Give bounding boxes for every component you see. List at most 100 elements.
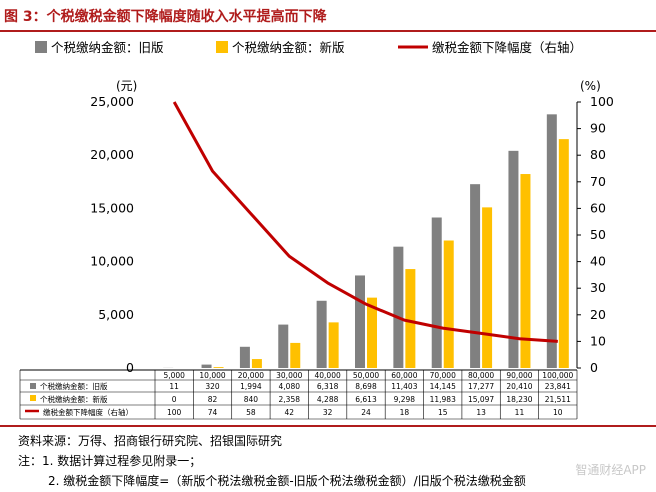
note-2: 2. 缴税金额下降幅度=（新版个税法缴税金额-旧版个税法缴税金额）/旧版个税法缴… [48,474,526,488]
x-tick-label: 90,000 [506,371,532,380]
data-label-old: 20,410 [506,382,532,391]
y2-tick-label: 20 [590,307,606,322]
y-tick-label: 25,000 [90,94,134,109]
data-label-old: 320 [205,382,220,391]
data-label-old: 8,698 [355,382,377,391]
y2-tick-label: 0 [590,360,598,375]
x-tick-label: 50,000 [353,371,379,380]
data-label-line: 24 [361,408,371,417]
line-series-decline [172,101,558,343]
source-text: 资料来源：万得、招商银行研究院、招银国际研究 [18,434,283,448]
y2-tick-label: 50 [590,227,606,242]
y2-tick-label: 70 [590,174,606,189]
y2-axis-unit: (%) [580,79,601,93]
data-label-new: 82 [208,395,218,404]
bar-new [213,367,224,368]
y2-tick-label: 40 [590,254,606,269]
table-key-new [30,395,36,401]
x-tick-label: 80,000 [468,371,494,380]
data-label-line: 18 [400,408,410,417]
data-label-old: 4,080 [279,382,301,391]
y-axis-unit: (元) [116,79,137,93]
bar-new [405,269,416,368]
x-tick-label: 30,000 [276,371,302,380]
data-label-old: 17,277 [468,382,494,391]
bar-old [201,364,212,368]
bar-old [470,184,481,368]
y-tick-label: 5,000 [98,307,134,322]
x-tick-label: 100,000 [542,371,573,380]
bar-old [431,217,442,368]
legend-swatch-old [35,41,47,53]
table-header-line: 缴税金额下降幅度（右轴） [43,407,133,417]
data-label-new: 4,288 [317,395,339,404]
title-rule [0,30,656,32]
chart: 个税缴纳金额：旧版 个税缴纳金额：新版 缴税金额下降幅度（右轴）(元) (%)25,0… [19,40,614,420]
x-tick-label: 40,000 [315,371,341,380]
y-tick-label: 0 [126,360,134,375]
x-tick-label: 70,000 [430,371,456,380]
data-label-line: 11 [515,408,525,417]
data-label-old: 23,841 [545,382,571,391]
bar-old [393,246,404,368]
x-tick-label: 20,000 [238,371,264,380]
y2-tick-label: 90 [590,121,606,136]
bar-new [482,207,493,368]
figure-title: 图 3：个税缴税金额下降幅度随收入水平提高而下降 [4,9,327,25]
data-label-line: 32 [323,408,333,417]
y2-tick-label: 100 [590,94,614,109]
data-label-new: 2,358 [279,395,301,404]
legend-label-old: 个税缴纳金额：旧版 [51,40,164,55]
data-label-new: 9,298 [394,395,416,404]
data-label-line: 74 [208,408,218,417]
data-label-old: 14,145 [430,382,456,391]
y-tick-label: 10,000 [90,254,134,269]
bar-old [239,346,250,368]
y-tick-label: 15,000 [90,200,134,215]
bar-new [520,174,531,368]
y2-tick-label: 30 [590,280,606,295]
data-label-new: 18,230 [506,395,532,404]
bottom-rule [0,425,656,427]
data-label-line: 58 [246,408,256,417]
data-label-new: 21,511 [545,395,571,404]
data-label-old: 11,403 [391,382,417,391]
bar-new [290,342,301,368]
bar-new [328,322,339,368]
data-label-new: 15,097 [468,395,494,404]
x-tick-label: 5,000 [163,371,185,380]
legend-label-new: 个税缴纳金额：新版 [232,40,345,55]
bar-new [558,139,569,368]
data-label-old: 6,318 [317,382,339,391]
y-tick-label: 20,000 [90,147,134,162]
bar-old [278,324,289,368]
data-label-line: 13 [476,408,486,417]
bar-old [316,300,327,368]
bar-new [443,240,454,368]
data-label-old: 11 [169,382,179,391]
bar-old [355,275,365,368]
legend-swatch-new [216,41,228,53]
y2-tick-label: 80 [590,147,606,162]
bar-old [508,150,519,368]
data-label-old: 1,994 [240,382,262,391]
x-tick-label: 60,000 [391,371,417,380]
data-label-line: 15 [438,408,448,417]
data-label-line: 100 [167,408,182,417]
y2-tick-label: 10 [590,333,606,348]
data-label-new: 11,983 [430,395,456,404]
bar-new [367,297,377,368]
data-label-new: 6,613 [355,395,377,404]
bar-old [546,114,557,368]
watermark: 智通财经APP [575,463,646,477]
note-1: 注：1. 数据计算过程参见附录一； [18,454,202,468]
table-header-new: 个税缴纳金额：新版 [40,394,108,404]
data-label-new: 840 [244,395,259,404]
bar-new [251,359,262,368]
y2-tick-label: 60 [590,200,606,215]
data-label-line: 42 [284,408,294,417]
x-tick-label: 10,000 [199,371,225,380]
table-header-old: 个税缴纳金额：旧版 [40,381,108,391]
legend-label-line: 缴税金额下降幅度（右轴） [432,40,582,55]
data-label-new: 0 [172,395,177,404]
